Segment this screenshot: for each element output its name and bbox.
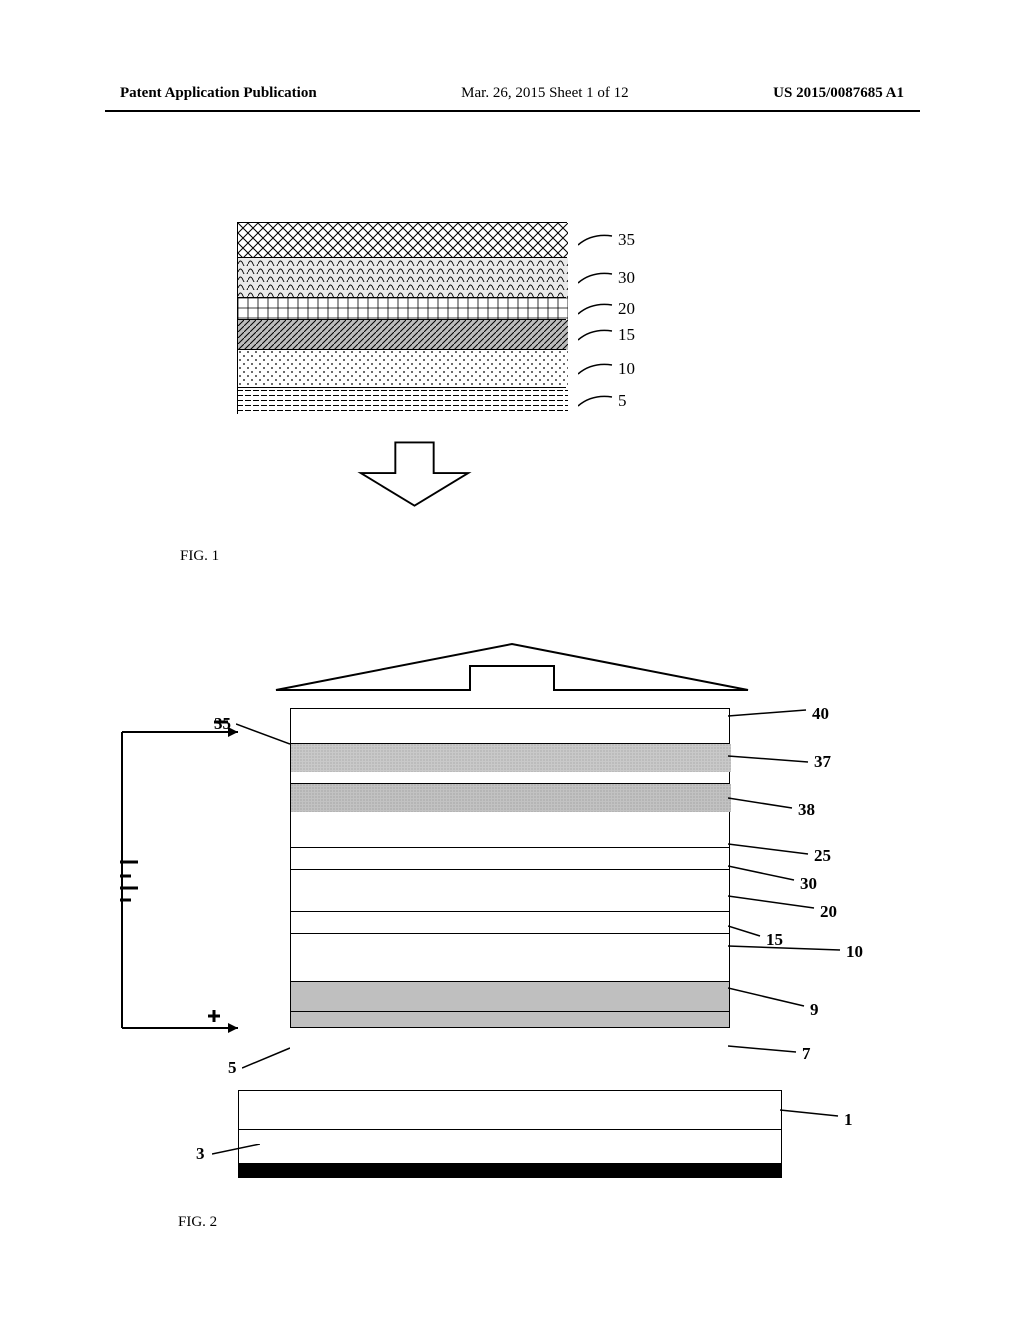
label-38: 38: [798, 800, 815, 820]
fig1-layer-label: 30: [578, 268, 635, 288]
leader-10: [728, 942, 844, 954]
fig1-caption: FIG. 1: [180, 548, 219, 565]
leader-37: [728, 754, 812, 766]
label-9: 9: [810, 1000, 819, 1020]
figure-1: 35302015105: [237, 222, 592, 414]
leader-1: [780, 1108, 842, 1120]
page-header: Patent Application Publication Mar. 26, …: [0, 85, 1024, 102]
header-right: US 2015/0087685 A1: [773, 85, 904, 102]
fig2-substrate: [238, 1090, 782, 1178]
label-1: 1: [844, 1110, 853, 1130]
fig1-layer: 30: [238, 257, 566, 297]
fig1-layer: 15: [238, 319, 566, 349]
label-5-left: 5: [228, 1058, 237, 1078]
fig2-layer: [290, 982, 730, 1012]
fig2-layer: [290, 772, 730, 784]
label-35-left: 35: [214, 714, 231, 734]
leader-40: [728, 708, 810, 718]
leader-30: [728, 864, 798, 882]
leader-25: [728, 842, 812, 856]
fig2-layer: [290, 870, 730, 912]
leader-3: [212, 1144, 260, 1166]
fig2-layer: [290, 912, 730, 934]
fig1-layer: 35: [238, 223, 566, 257]
fig1-layer-label: 10: [578, 359, 635, 379]
fig1-layer-stack: 35302015105: [237, 222, 567, 414]
label-40: 40: [812, 704, 829, 724]
header-rule: [105, 110, 920, 112]
fig2-substrate-layer: [238, 1130, 782, 1164]
header-center: Mar. 26, 2015 Sheet 1 of 12: [461, 85, 628, 102]
fig1-layer: 5: [238, 387, 566, 413]
fig2-caption: FIG. 2: [178, 1214, 217, 1231]
fig1-layer: 20: [238, 297, 566, 319]
fig1-layer-label: 35: [578, 230, 635, 250]
leader-7: [728, 1044, 800, 1056]
header-left: Patent Application Publication: [120, 85, 317, 102]
label-3-left: 3: [196, 1144, 205, 1164]
fig2-layer: [290, 848, 730, 870]
label-10: 10: [846, 942, 863, 962]
arrow-down-icon: [357, 440, 472, 510]
circuit-battery-icon: [120, 710, 246, 1050]
label-7: 7: [802, 1044, 811, 1064]
label-30: 30: [800, 874, 817, 894]
fig2-substrate-layer: [238, 1164, 782, 1178]
fig2-layer: [290, 812, 730, 848]
fig2-layer-stack: [290, 708, 730, 1028]
leader-35: [236, 718, 290, 748]
fig1-layer-label: 20: [578, 299, 635, 319]
fig2-layer: [290, 934, 730, 982]
fig1-layer-label: 5: [578, 391, 627, 411]
leader-38: [728, 796, 796, 810]
leader-5: [242, 1046, 290, 1070]
fig2-layer: [290, 708, 730, 744]
fig2-layer: [290, 744, 730, 772]
fig2-substrate-layer: [238, 1090, 782, 1130]
label-37: 37: [814, 752, 831, 772]
label-20: 20: [820, 902, 837, 922]
arrow-up-icon: [272, 640, 752, 694]
fig1-layer: 10: [238, 349, 566, 387]
leader-20: [728, 894, 818, 910]
leader-15: [728, 924, 764, 938]
fig2-layer: [290, 1012, 730, 1028]
leader-9: [728, 986, 808, 1008]
fig2-layer: [290, 784, 730, 812]
fig1-layer-label: 15: [578, 325, 635, 345]
label-25: 25: [814, 846, 831, 866]
